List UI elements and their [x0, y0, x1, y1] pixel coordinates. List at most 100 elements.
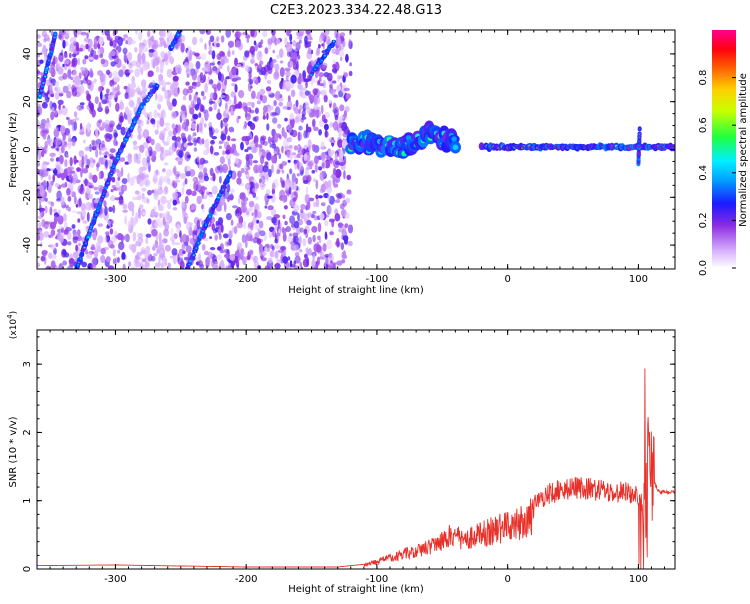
noise-speck — [37, 233, 41, 241]
noise-speck — [225, 213, 232, 221]
noise-speck — [82, 220, 88, 224]
noise-speck — [164, 90, 168, 100]
noise-speck — [171, 98, 177, 107]
noise-speck — [147, 70, 154, 77]
noise-speck — [195, 184, 202, 192]
noise-speck — [60, 145, 65, 154]
noise-speck — [45, 221, 51, 225]
noise-speck — [242, 31, 248, 36]
noise-speck — [335, 32, 341, 38]
noise-speck — [153, 253, 158, 257]
noise-speck — [323, 243, 327, 252]
noise-speck — [216, 43, 220, 48]
noise-speck — [70, 64, 76, 68]
noise-speck — [186, 221, 193, 231]
noise-speck — [290, 117, 295, 127]
noise-speck — [172, 111, 179, 118]
noise-speck — [292, 40, 297, 47]
noise-speck — [298, 249, 303, 253]
noise-speck — [231, 128, 235, 133]
noise-speck — [304, 35, 308, 45]
noise-speck — [183, 118, 190, 127]
noise-speck — [229, 254, 236, 261]
noise-speck — [318, 195, 323, 199]
noise-speck — [289, 215, 296, 225]
noise-speck — [300, 266, 303, 269]
noise-speck — [71, 138, 76, 147]
noise-speck — [344, 106, 350, 112]
noise-speck — [138, 46, 143, 55]
noise-speck — [117, 249, 120, 254]
noise-speck — [118, 69, 124, 78]
noise-speck — [293, 182, 297, 190]
noise-speck — [226, 242, 232, 246]
noise-speck — [336, 237, 340, 248]
noise-speck — [271, 155, 277, 164]
noise-speck — [271, 34, 277, 44]
noise-speck — [248, 200, 255, 208]
noise-speck — [142, 129, 150, 139]
noise-speck — [260, 136, 265, 145]
noise-speck — [49, 206, 53, 216]
noise-speck — [105, 123, 110, 133]
noise-speck — [77, 57, 81, 66]
noise-speck — [198, 164, 204, 171]
noise-speck — [248, 71, 252, 80]
noise-speck — [172, 199, 177, 206]
noise-speck — [256, 164, 263, 173]
noise-speck — [172, 207, 178, 211]
noise-speck — [311, 259, 316, 268]
noise-speck — [276, 169, 281, 175]
noise-speck — [188, 85, 194, 90]
noise-speck — [79, 122, 83, 130]
noise-speck — [226, 196, 231, 202]
noise-speck — [68, 173, 72, 181]
colorbar-tick-label: 0.2 — [698, 212, 709, 228]
noise-speck — [132, 140, 137, 146]
noise-speck — [53, 128, 60, 138]
noise-speck — [176, 223, 181, 234]
noise-speck — [299, 227, 304, 233]
noise-speck — [39, 229, 43, 235]
noise-speck — [172, 128, 177, 136]
noise-speck — [231, 143, 237, 151]
noise-speck — [343, 87, 350, 92]
noise-speck — [299, 104, 303, 111]
noise-speck — [156, 248, 160, 255]
noise-speck — [127, 172, 130, 183]
noise-speck — [115, 58, 122, 69]
noise-speck — [283, 260, 290, 269]
noise-speck — [287, 124, 293, 134]
noise-speck — [316, 47, 320, 56]
noise-speck — [260, 39, 264, 45]
noise-speck — [81, 168, 89, 174]
noise-speck — [245, 210, 250, 215]
noise-speck — [223, 202, 227, 212]
noise-speck — [83, 139, 86, 144]
noise-speck — [86, 211, 90, 222]
noise-speck — [52, 109, 59, 115]
noise-speck — [105, 231, 110, 236]
noise-speck — [138, 31, 143, 41]
noise-speck — [208, 121, 213, 128]
noise-speck — [88, 193, 94, 200]
noise-speck — [80, 31, 87, 36]
noise-speck — [298, 218, 304, 226]
noise-speck — [166, 136, 171, 144]
noise-speck — [97, 245, 101, 253]
carrier-spike-core — [638, 127, 641, 130]
noise-speck — [86, 32, 89, 39]
noise-speck — [193, 234, 197, 240]
noise-speck — [99, 150, 102, 156]
noise-speck — [194, 95, 198, 99]
noise-speck — [54, 87, 58, 91]
noise-speck — [313, 126, 319, 132]
noise-speck — [340, 56, 343, 62]
x-tick-label: -200 — [235, 574, 258, 585]
noise-speck — [130, 88, 136, 95]
noise-speck — [87, 122, 91, 133]
noise-speck — [166, 98, 171, 107]
noise-speck — [43, 170, 49, 177]
noise-speck — [247, 207, 254, 212]
noise-speck — [56, 62, 61, 69]
